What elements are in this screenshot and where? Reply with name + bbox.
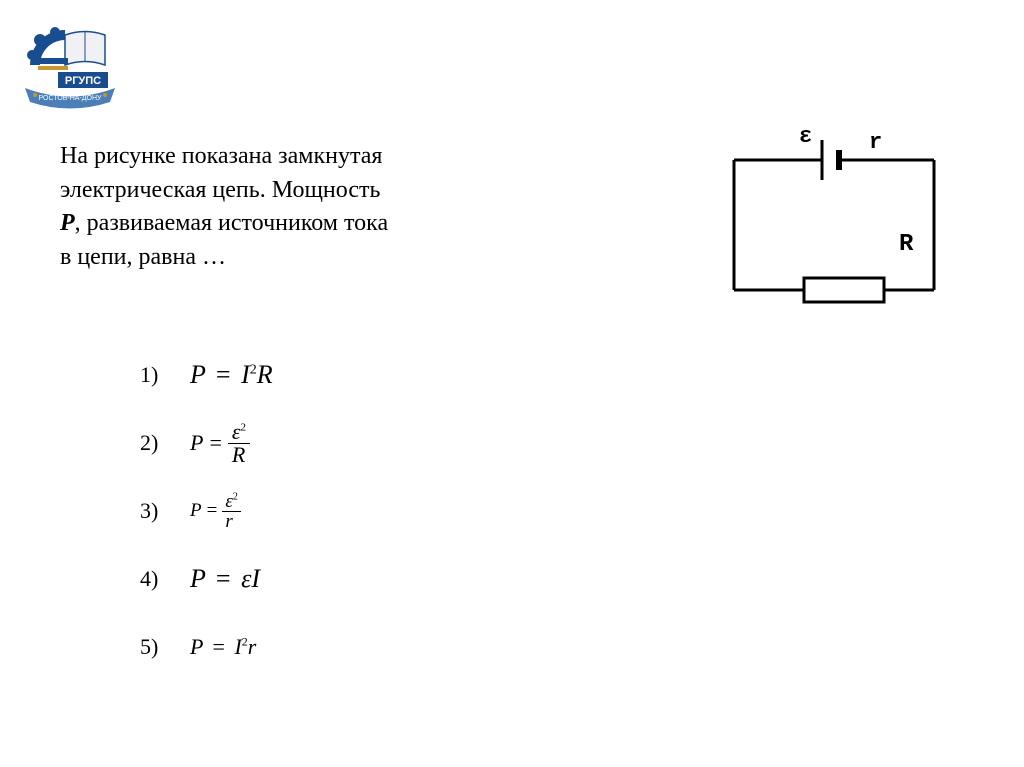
f2-sq: 2 (241, 421, 247, 433)
question-text: На рисунке показана замкнутая электричес… (60, 140, 490, 274)
option-4-num: 4) (140, 566, 190, 592)
f2-R: R (228, 443, 250, 466)
option-5: 5) P = I2r (140, 622, 273, 672)
option-2: 2) P = ε2 R (140, 418, 273, 468)
question-line3: , развиваемая источником тока (75, 210, 388, 236)
question-line4: в цепи, равна … (60, 244, 226, 270)
option-1: 1) P = I2R (140, 350, 273, 400)
f1-eq: = (216, 360, 231, 389)
f3-r: r (222, 511, 241, 531)
f1-R: R (257, 360, 273, 389)
circuit-diagram: ε r R (704, 120, 964, 335)
answer-options: 1) P = I2R 2) P = ε2 R 3) P = ε2 r (140, 350, 273, 690)
option-3-num: 3) (140, 498, 190, 524)
f3-eq: = (207, 500, 218, 522)
f2-eq: = (209, 430, 221, 456)
f5-eq: = (213, 634, 225, 659)
f1-P: P (190, 360, 205, 389)
f2-eps: ε (232, 419, 241, 444)
f4-P: P (190, 564, 205, 593)
option-2-formula: P = ε2 R (190, 421, 250, 466)
option-2-num: 2) (140, 430, 190, 456)
option-4-formula: P = εI (190, 564, 260, 594)
option-1-formula: P = I2R (190, 360, 273, 390)
question-block: На рисунке показана замкнутая электричес… (60, 140, 490, 274)
university-logo: РГУПС РОСТОВ-НА-ДОНУ (10, 10, 130, 125)
option-5-formula: P = I2r (190, 634, 256, 660)
logo-ribbon-text: РОСТОВ-НА-ДОНУ (39, 95, 102, 102)
f5-P: P (190, 634, 203, 659)
circuit-label-R: R (899, 231, 914, 258)
circuit-label-emf: ε (799, 124, 812, 149)
f1-sq: 2 (250, 362, 257, 377)
f5-r: r (248, 634, 257, 659)
option-1-num: 1) (140, 362, 190, 388)
logo-text: РГУПС (65, 75, 101, 87)
f5-I: I (234, 634, 241, 659)
logo-svg: РГУПС РОСТОВ-НА-ДОНУ (10, 10, 130, 120)
circuit-svg: ε r R (704, 120, 964, 330)
option-5-num: 5) (140, 634, 190, 660)
option-4: 4) P = εI (140, 554, 273, 604)
question-var-P: P (60, 210, 75, 236)
option-3-formula: P = ε2 r (190, 492, 241, 531)
question-line2: электрическая цепь. Мощность (60, 177, 380, 203)
f3-P: P (190, 500, 202, 522)
circuit-label-r: r (869, 130, 882, 155)
f3-sq: 2 (233, 491, 238, 502)
f1-I: I (241, 360, 250, 389)
f4-eq: = (216, 564, 231, 593)
f2-P: P (190, 430, 203, 456)
question-line1: На рисунке показана замкнутая (60, 143, 382, 169)
f3-eps: ε (225, 491, 233, 512)
f4-I: I (251, 564, 260, 593)
option-3: 3) P = ε2 r (140, 486, 273, 536)
f4-eps: ε (241, 564, 251, 593)
